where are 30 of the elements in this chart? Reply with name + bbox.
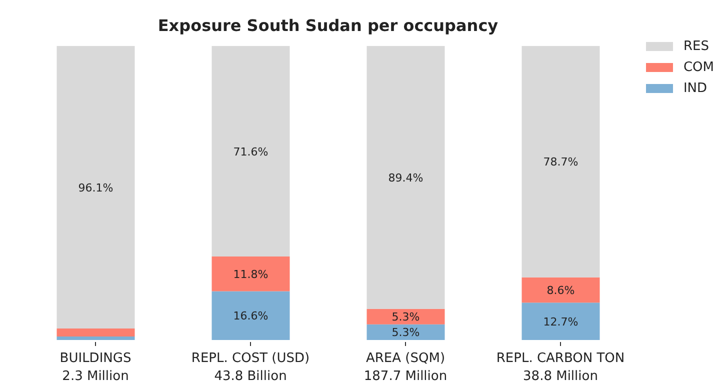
- data-label: 96.1%: [78, 181, 114, 194]
- x-tick-label: AREA (SQM) 187.7 Million: [364, 351, 448, 384]
- bar: [522, 277, 600, 303]
- bar: [522, 46, 600, 278]
- data-label: 71.6%: [233, 145, 268, 158]
- data-label: 8.6%: [546, 284, 575, 298]
- bar: [212, 256, 290, 292]
- bar: [212, 46, 290, 257]
- data-label: 12.7%: [543, 315, 578, 328]
- legend-label: RES: [683, 39, 709, 54]
- data-label: 11.8%: [233, 268, 268, 281]
- bar: [366, 308, 445, 324]
- bar: [366, 324, 445, 340]
- legend-label: COM: [683, 60, 714, 75]
- x-tick-label: BUILDINGS 2.3 Million: [60, 351, 132, 384]
- data-label: 89.4%: [388, 171, 424, 184]
- data-label: 5.3%: [392, 310, 420, 324]
- data-label: 78.7%: [543, 156, 578, 169]
- data-label: 16.6%: [233, 310, 268, 323]
- legend-label: IND: [683, 81, 708, 96]
- chart-title: Exposure South Sudan per occupancy: [156, 16, 500, 35]
- bar: [56, 328, 135, 336]
- x-tick-label: REPL. COST (USD) 43.8 Billion: [191, 351, 310, 384]
- data-label: 5.3%: [392, 326, 420, 340]
- bar: [366, 46, 445, 309]
- bar: [56, 336, 135, 340]
- bar: [56, 46, 135, 329]
- x-tick-label: REPL. CARBON TON 38.8 Million: [496, 351, 625, 384]
- bar: [212, 291, 290, 340]
- bar: [522, 302, 600, 340]
